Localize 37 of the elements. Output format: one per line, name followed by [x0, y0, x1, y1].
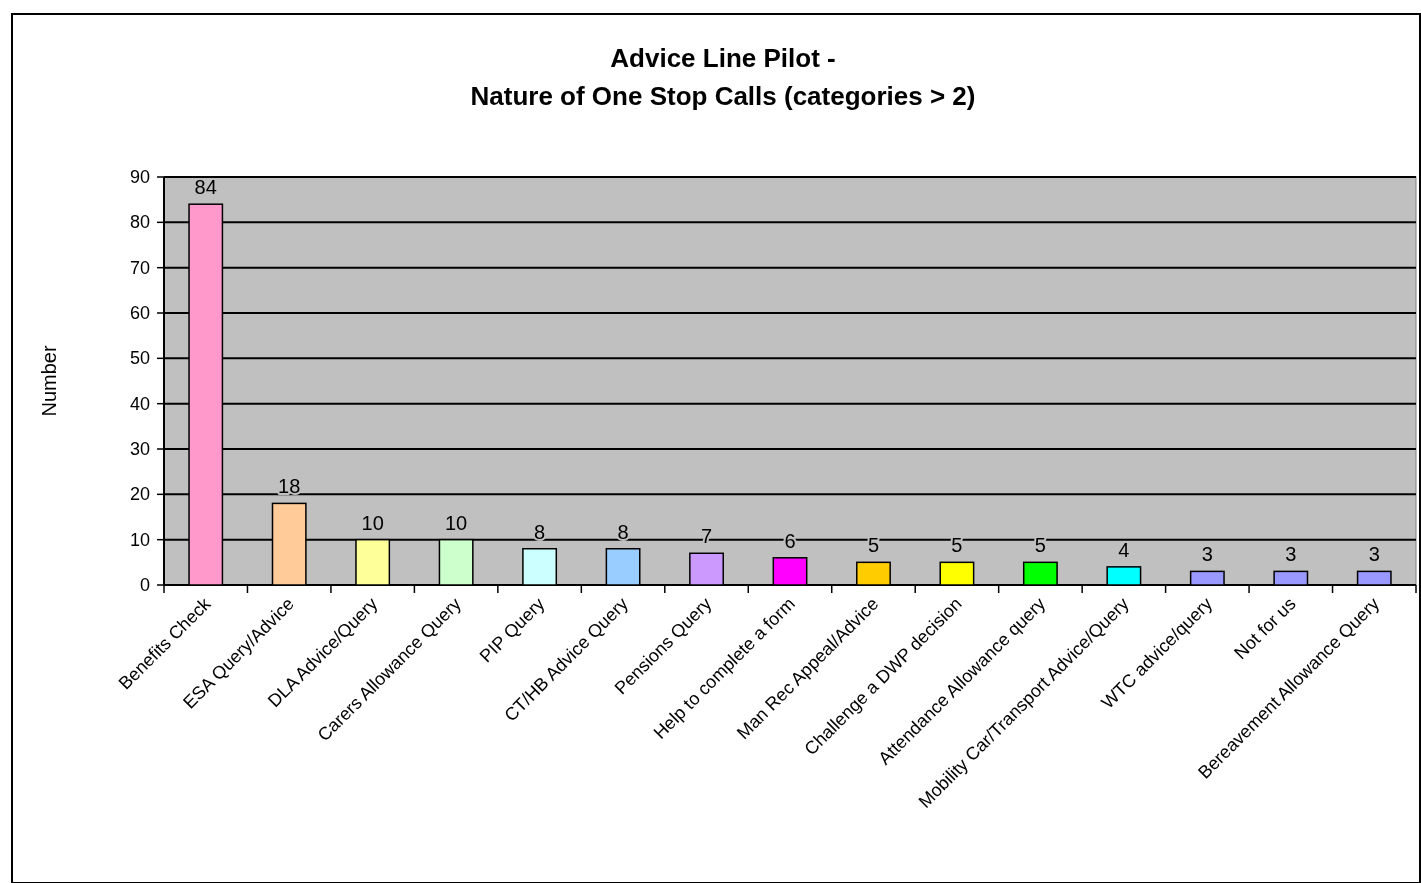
data-label: 4	[1118, 538, 1130, 561]
y-axis-title: Number	[38, 345, 60, 417]
data-label: 8	[617, 520, 629, 543]
data-label: 18	[278, 475, 301, 498]
y-tick-label: 40	[129, 393, 150, 414]
data-label: 3	[1285, 543, 1297, 566]
bar	[939, 561, 975, 586]
bar	[1273, 570, 1309, 586]
data-label: 5	[951, 534, 963, 557]
data-label: 5	[1034, 534, 1046, 557]
data-label: 8	[534, 520, 546, 543]
y-tick-label: 50	[129, 348, 150, 369]
bar	[1356, 570, 1392, 586]
y-tick-label: 0	[139, 575, 150, 595]
bar	[605, 547, 641, 586]
y-tick-label: 60	[129, 303, 150, 323]
bar	[689, 552, 724, 586]
data-label: 84	[194, 176, 217, 199]
bar	[772, 557, 808, 586]
y-tick-label: 90	[129, 167, 150, 187]
y-tick-label: 20	[129, 484, 150, 505]
bar	[1022, 561, 1058, 586]
bar	[522, 547, 558, 586]
y-tick-label: 70	[129, 257, 150, 278]
y-tick-label: 80	[129, 212, 150, 233]
data-label: 10	[445, 511, 468, 534]
data-label: 3	[1368, 543, 1380, 566]
x-tick-label: Not for us	[1230, 593, 1300, 663]
y-tick-label: 10	[129, 529, 150, 550]
y-tick-label: 30	[129, 439, 150, 459]
chart-title: Advice Line Pilot - Nature of One Stop Calls (categories > 2)	[470, 43, 976, 111]
data-label: 5	[867, 534, 880, 557]
bar	[1189, 570, 1225, 586]
data-label: 3	[1201, 543, 1213, 566]
data-label: 10	[361, 511, 384, 534]
bar	[1106, 566, 1142, 586]
bar	[856, 561, 891, 586]
